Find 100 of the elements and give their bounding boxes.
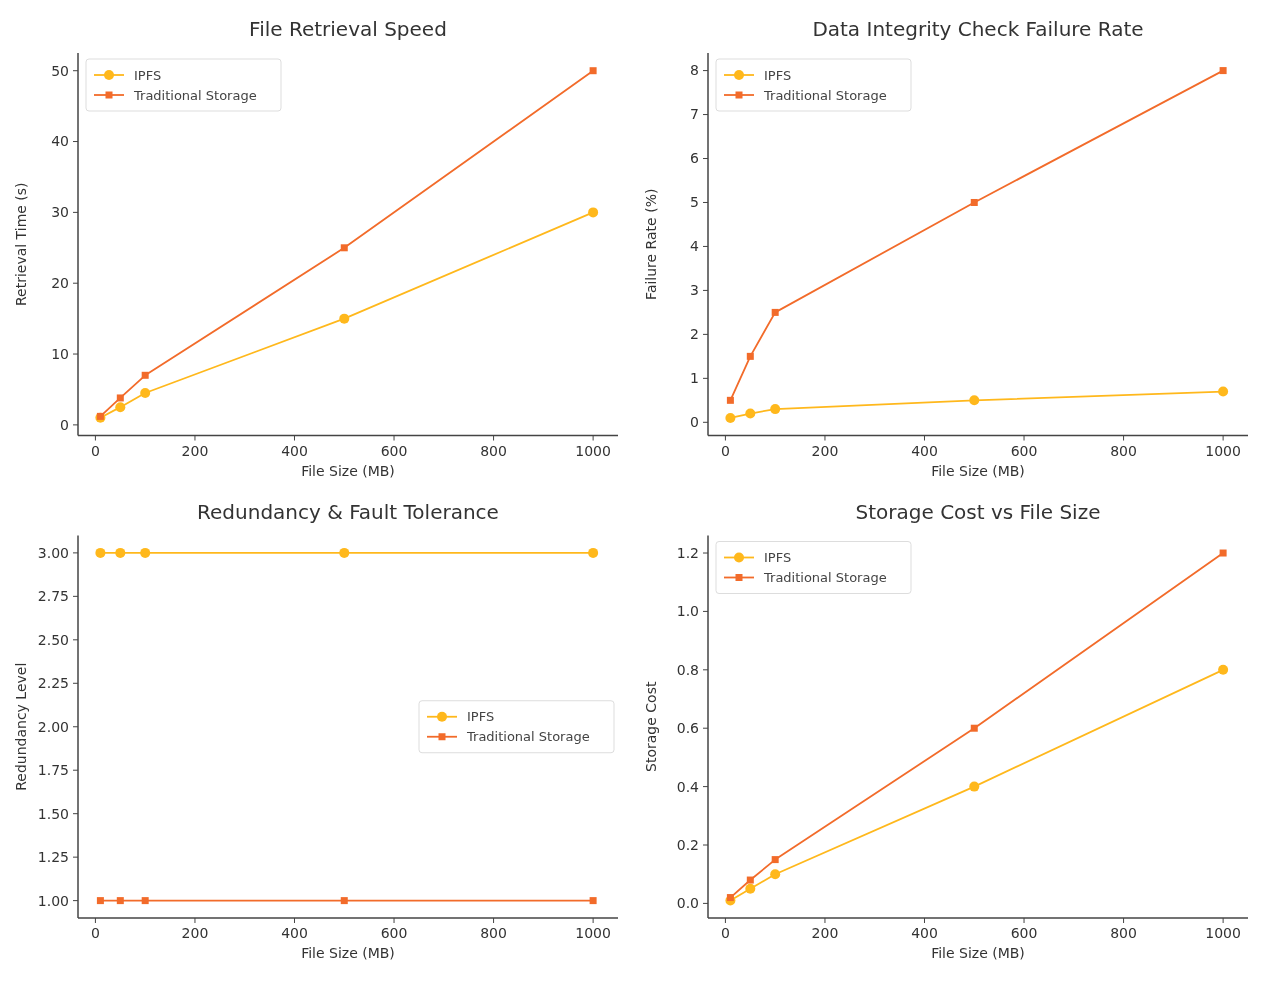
y-tick-label: 3.00 xyxy=(37,544,69,561)
y-tick-label: 2.00 xyxy=(37,718,69,735)
point xyxy=(726,396,734,404)
x-tick-label: 1000 xyxy=(1205,925,1241,941)
x-tick-label: 400 xyxy=(281,925,308,941)
y-tick-label: 1.25 xyxy=(37,849,69,866)
y-tick-label: 3 xyxy=(690,282,699,299)
x-tick-label: 400 xyxy=(281,442,308,459)
point xyxy=(1219,549,1227,557)
y-tick-label: 7 xyxy=(690,106,699,123)
chart-title: Storage Cost vs File Size xyxy=(855,499,1101,524)
x-tick-label: 1000 xyxy=(575,925,611,941)
point xyxy=(1218,386,1229,397)
x-tick-label: 800 xyxy=(480,442,507,459)
point xyxy=(970,198,978,206)
y-tick-label: 1.75 xyxy=(37,762,69,779)
y-tick-label: 0.0 xyxy=(676,895,699,912)
point xyxy=(588,207,599,218)
x-axis-title: File Size (MB) xyxy=(931,462,1025,479)
x-tick-label: 600 xyxy=(380,925,408,941)
legend-label: IPFS xyxy=(764,67,792,83)
y-tick-label: 40 xyxy=(51,133,69,150)
point xyxy=(969,781,980,792)
point xyxy=(771,308,779,316)
point xyxy=(969,395,980,406)
x-tick-label: 800 xyxy=(1110,925,1137,941)
x-tick-label: 1000 xyxy=(575,442,611,459)
y-tick-label: 10 xyxy=(51,345,69,362)
y-tick-label: 0.4 xyxy=(676,778,700,795)
legend-label: IPFS xyxy=(134,67,162,83)
point xyxy=(770,869,781,880)
y-tick-label: 1 xyxy=(690,370,699,387)
x-tick-label: 200 xyxy=(181,925,209,941)
point xyxy=(1218,664,1229,675)
legend-label: Traditional Storage xyxy=(763,570,887,586)
x-tick-label: 800 xyxy=(480,925,507,941)
x-tick-label: 0 xyxy=(90,925,100,941)
y-tick-label: 2 xyxy=(690,326,699,343)
y-tick-label: 1.0 xyxy=(676,603,699,620)
y-tick-label: 8 xyxy=(690,62,699,79)
y-tick-label: 2.75 xyxy=(37,588,69,605)
x-axis-title: File Size (MB) xyxy=(931,945,1025,961)
point xyxy=(340,244,348,252)
point xyxy=(1219,67,1227,75)
x-tick-label: 1000 xyxy=(1205,442,1241,459)
y-axis-title: Failure Rate (%) xyxy=(643,188,659,300)
y-tick-label: 0.8 xyxy=(676,661,699,678)
y-axis-title: Storage Cost xyxy=(643,681,659,772)
y-tick-label: 0.6 xyxy=(676,720,700,737)
point xyxy=(116,394,124,402)
y-tick-label: 0 xyxy=(690,414,699,431)
y-tick-label: 2.50 xyxy=(37,631,69,648)
x-tick-label: 200 xyxy=(181,442,209,459)
y-tick-label: 5 xyxy=(690,194,699,211)
legend-label: Traditional Storage xyxy=(466,729,590,745)
x-tick-label: 0 xyxy=(720,442,730,459)
chart-title: Redundancy & Fault Tolerance xyxy=(197,499,499,524)
y-tick-label: 6 xyxy=(690,150,700,167)
point xyxy=(141,371,149,379)
y-tick-label: 4 xyxy=(690,238,700,255)
y-tick-label: 1.50 xyxy=(37,805,69,822)
y-tick-label: 30 xyxy=(51,204,69,221)
point xyxy=(115,402,126,413)
x-axis-title: File Size (MB) xyxy=(301,945,395,961)
point xyxy=(746,876,754,884)
point xyxy=(745,408,756,419)
point xyxy=(746,352,754,360)
y-tick-label: 0 xyxy=(60,416,69,433)
x-axis-title: File Size (MB) xyxy=(301,462,395,479)
y-tick-label: 1.00 xyxy=(37,892,69,909)
y-tick-label: 0.2 xyxy=(676,836,699,853)
x-tick-label: 200 xyxy=(811,442,839,459)
point xyxy=(745,883,756,894)
legend-label: Traditional Storage xyxy=(133,87,257,103)
x-tick-label: 0 xyxy=(90,442,100,459)
legend-label: Traditional Storage xyxy=(763,87,887,103)
x-tick-label: 600 xyxy=(1010,442,1038,459)
point xyxy=(725,412,736,423)
chart-title: Data Integrity Check Failure Rate xyxy=(812,17,1144,41)
x-tick-label: 600 xyxy=(1010,925,1038,941)
x-tick-label: 0 xyxy=(720,925,730,941)
y-tick-label: 50 xyxy=(51,62,69,79)
x-tick-label: 400 xyxy=(911,925,938,941)
legend-label: IPFS xyxy=(764,550,792,566)
x-tick-label: 600 xyxy=(380,442,408,459)
point xyxy=(770,404,781,415)
y-tick-label: 1.2 xyxy=(676,544,699,561)
x-tick-label: 800 xyxy=(1110,442,1137,459)
x-tick-label: 400 xyxy=(911,442,938,459)
legend-label: IPFS xyxy=(467,709,495,725)
point xyxy=(589,67,597,75)
y-axis-title: Redundancy Level xyxy=(13,662,29,791)
x-tick-label: 200 xyxy=(811,925,839,941)
point xyxy=(339,313,350,324)
y-tick-label: 20 xyxy=(51,275,69,292)
chart-title: File Retrieval Speed xyxy=(249,17,447,41)
point xyxy=(726,894,734,902)
point xyxy=(771,856,779,864)
y-tick-label: 2.25 xyxy=(37,675,69,692)
point xyxy=(140,388,151,398)
